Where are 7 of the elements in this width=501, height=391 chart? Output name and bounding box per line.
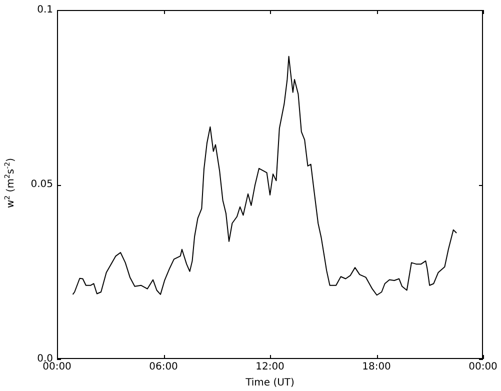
x-axis-title: Time (UT): [244, 378, 295, 389]
x-tick-label: 06:00: [149, 362, 178, 373]
y-tick-label: 0.05: [30, 179, 53, 190]
y-tick-label: 0.1: [37, 4, 53, 16]
x-tick-label: 00:00: [468, 362, 498, 373]
x-tick-label: 18:00: [362, 362, 391, 373]
x-tick-label: 12:00: [256, 362, 284, 373]
